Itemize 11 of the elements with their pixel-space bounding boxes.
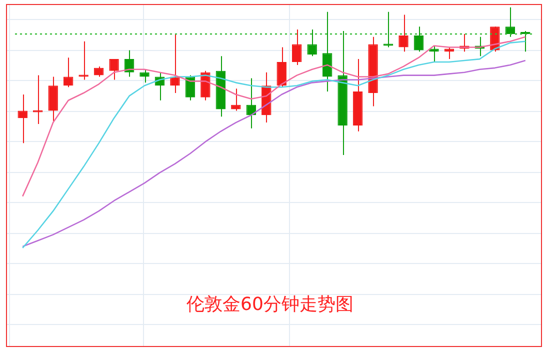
text: 伦敦金60分钟走势图 bbox=[186, 294, 354, 315]
candlestick bbox=[18, 94, 28, 144]
candlestick bbox=[292, 29, 302, 66]
candlestick bbox=[322, 11, 332, 92]
candlestick bbox=[140, 68, 150, 84]
candlestick bbox=[32, 74, 43, 124]
candlestick bbox=[444, 46, 454, 60]
candlestick bbox=[231, 88, 241, 112]
candlestick bbox=[170, 33, 180, 94]
candlestick bbox=[276, 46, 286, 88]
candlestick bbox=[429, 45, 439, 63]
